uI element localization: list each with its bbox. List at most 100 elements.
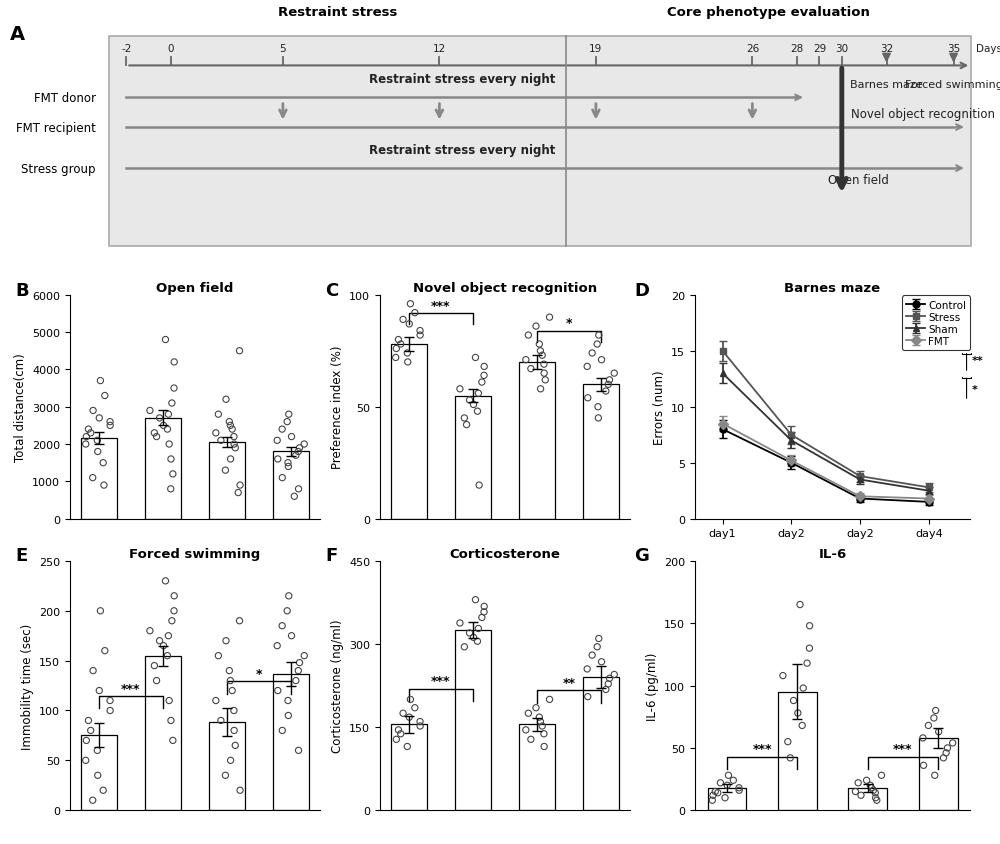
Point bbox=[217, 769, 233, 782]
Point bbox=[542, 311, 558, 324]
Text: 0: 0 bbox=[168, 44, 174, 54]
Point bbox=[518, 354, 534, 367]
Point bbox=[865, 783, 881, 797]
Bar bbox=[848, 787, 887, 810]
Text: 30: 30 bbox=[835, 44, 848, 54]
Point bbox=[469, 635, 485, 648]
Point bbox=[89, 744, 105, 757]
Text: *: * bbox=[256, 667, 262, 680]
Point bbox=[867, 786, 883, 799]
Point bbox=[534, 719, 550, 733]
Point bbox=[296, 649, 312, 663]
Point bbox=[518, 723, 534, 737]
Point bbox=[720, 769, 736, 782]
Point bbox=[589, 641, 605, 654]
Point bbox=[590, 400, 606, 414]
Point bbox=[232, 344, 248, 358]
Point bbox=[393, 338, 409, 351]
Text: Restraint stress: Restraint stress bbox=[278, 6, 397, 19]
Point bbox=[606, 367, 622, 381]
Point bbox=[915, 731, 931, 744]
Point bbox=[523, 362, 539, 376]
Point bbox=[707, 785, 723, 798]
Point bbox=[590, 412, 606, 425]
Point bbox=[161, 694, 177, 707]
Bar bbox=[519, 724, 555, 810]
Point bbox=[102, 415, 118, 429]
Point bbox=[85, 793, 101, 807]
Point bbox=[459, 419, 475, 432]
Point bbox=[146, 659, 162, 673]
Point bbox=[217, 464, 233, 478]
Point bbox=[466, 630, 482, 644]
Point bbox=[470, 387, 486, 401]
Point bbox=[471, 479, 487, 492]
Point bbox=[476, 369, 492, 382]
Text: 29: 29 bbox=[813, 44, 826, 54]
Bar bbox=[145, 419, 181, 519]
Point bbox=[531, 711, 547, 724]
Bar bbox=[455, 396, 491, 519]
Point bbox=[395, 706, 411, 720]
Point bbox=[859, 774, 875, 787]
Point bbox=[224, 684, 240, 697]
Text: Core phenotype evaluation: Core phenotype evaluation bbox=[667, 6, 870, 19]
Text: 5: 5 bbox=[280, 44, 286, 54]
Text: *: * bbox=[971, 384, 977, 394]
Point bbox=[945, 736, 961, 749]
Bar bbox=[519, 362, 555, 519]
Bar bbox=[708, 787, 746, 810]
Point bbox=[227, 441, 243, 455]
Point bbox=[102, 704, 118, 717]
Point bbox=[452, 616, 468, 630]
Point bbox=[536, 740, 552, 754]
Point bbox=[591, 329, 607, 343]
Point bbox=[90, 445, 106, 458]
Point bbox=[802, 619, 818, 633]
Point bbox=[226, 430, 242, 444]
Point bbox=[232, 479, 248, 492]
Text: C: C bbox=[325, 282, 338, 300]
Y-axis label: Total distance(cm): Total distance(cm) bbox=[14, 353, 27, 462]
Point bbox=[467, 351, 483, 365]
Point bbox=[290, 445, 306, 458]
Point bbox=[83, 724, 99, 738]
Point bbox=[584, 648, 600, 662]
Point bbox=[157, 333, 173, 347]
Point bbox=[782, 751, 798, 765]
Point bbox=[853, 788, 869, 802]
Point bbox=[160, 408, 176, 421]
Point bbox=[402, 298, 418, 311]
Point bbox=[412, 715, 428, 728]
Point bbox=[281, 408, 297, 421]
Point bbox=[407, 306, 423, 320]
Point bbox=[97, 389, 113, 403]
Point bbox=[218, 393, 234, 407]
Point bbox=[95, 457, 111, 470]
Point bbox=[402, 693, 418, 706]
Point bbox=[536, 358, 552, 371]
Point bbox=[286, 490, 302, 503]
Point bbox=[284, 630, 300, 643]
Point bbox=[232, 614, 248, 628]
Point bbox=[532, 715, 548, 728]
Text: A: A bbox=[10, 25, 25, 44]
Point bbox=[274, 471, 290, 484]
Point bbox=[532, 344, 548, 358]
Point bbox=[395, 313, 411, 327]
Point bbox=[598, 683, 614, 696]
Point bbox=[868, 791, 884, 804]
Point bbox=[161, 438, 177, 452]
Text: Barnes maze: Barnes maze bbox=[850, 80, 923, 90]
Point bbox=[873, 769, 889, 782]
Point bbox=[600, 678, 616, 691]
Point bbox=[159, 423, 175, 436]
Point bbox=[270, 452, 286, 466]
Point bbox=[939, 741, 955, 755]
Point bbox=[224, 423, 240, 436]
Point bbox=[580, 690, 596, 704]
Point bbox=[279, 415, 295, 429]
Point bbox=[794, 719, 810, 733]
Text: Stress group: Stress group bbox=[21, 162, 96, 176]
Point bbox=[292, 441, 308, 455]
